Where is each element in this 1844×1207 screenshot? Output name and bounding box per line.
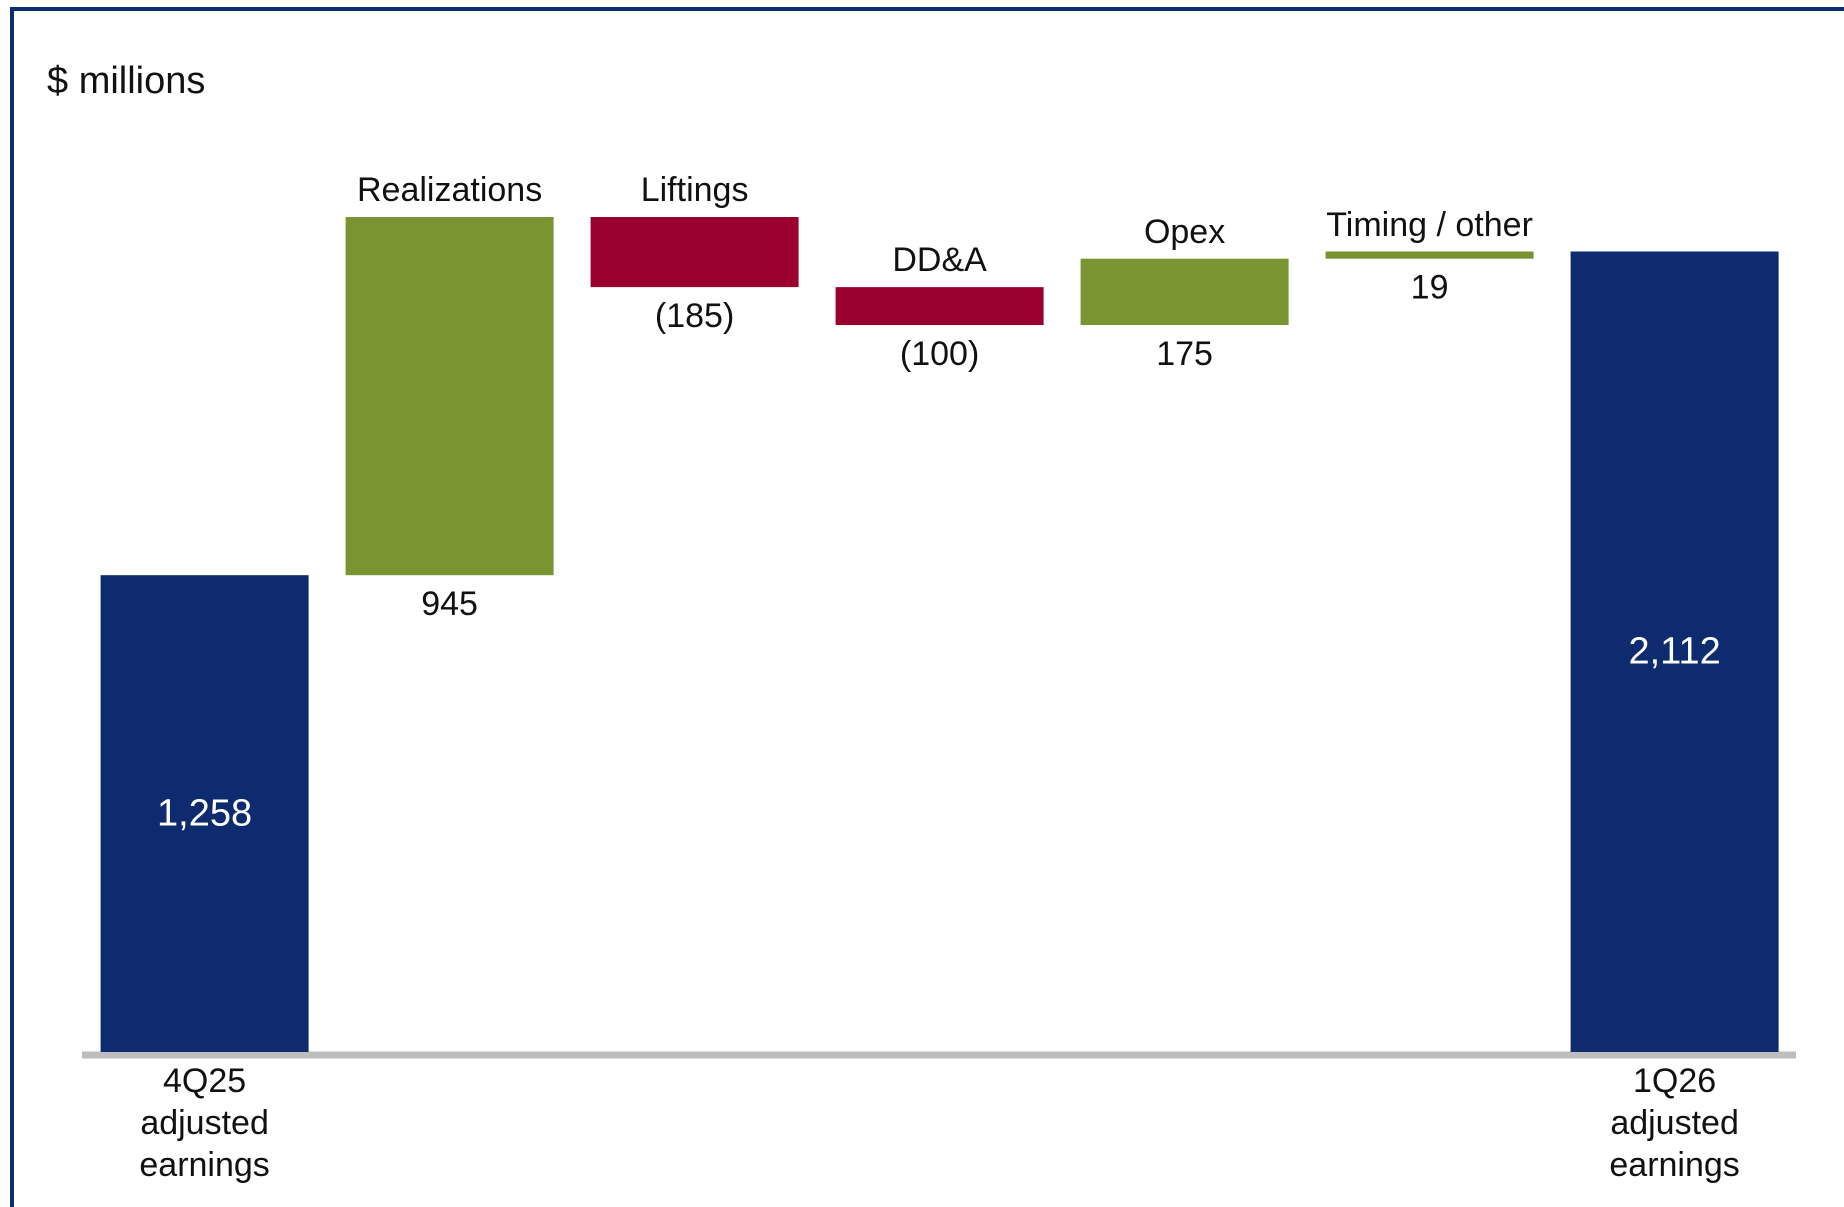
bar — [100, 575, 309, 1052]
category-label: Realizations — [356, 171, 543, 209]
value-label: 19 — [1411, 269, 1449, 307]
category-label: Timing / other — [1326, 205, 1533, 244]
frame — [10, 7, 1844, 1207]
value-label: (185) — [655, 297, 734, 335]
value-label: 945 — [421, 585, 478, 623]
value-label: (100) — [900, 335, 979, 373]
bar — [835, 287, 1044, 326]
unit-label: $ millions — [47, 60, 206, 102]
bar — [590, 217, 799, 288]
category-label: Liftings — [640, 171, 749, 209]
category-label: DD&A — [892, 241, 987, 280]
bar — [1325, 251, 1534, 259]
category-label: Opex — [1143, 212, 1226, 251]
category-label: 1Q26 adjusted earnings — [1609, 1062, 1740, 1184]
value-label: 175 — [1156, 335, 1213, 373]
value-label: 2,112 — [1628, 631, 1720, 673]
value-label: 1,258 — [157, 793, 252, 835]
bar — [1080, 258, 1289, 326]
category-label: 4Q25 adjusted earnings — [139, 1062, 270, 1184]
bar — [345, 217, 554, 576]
bar — [1570, 251, 1779, 1053]
